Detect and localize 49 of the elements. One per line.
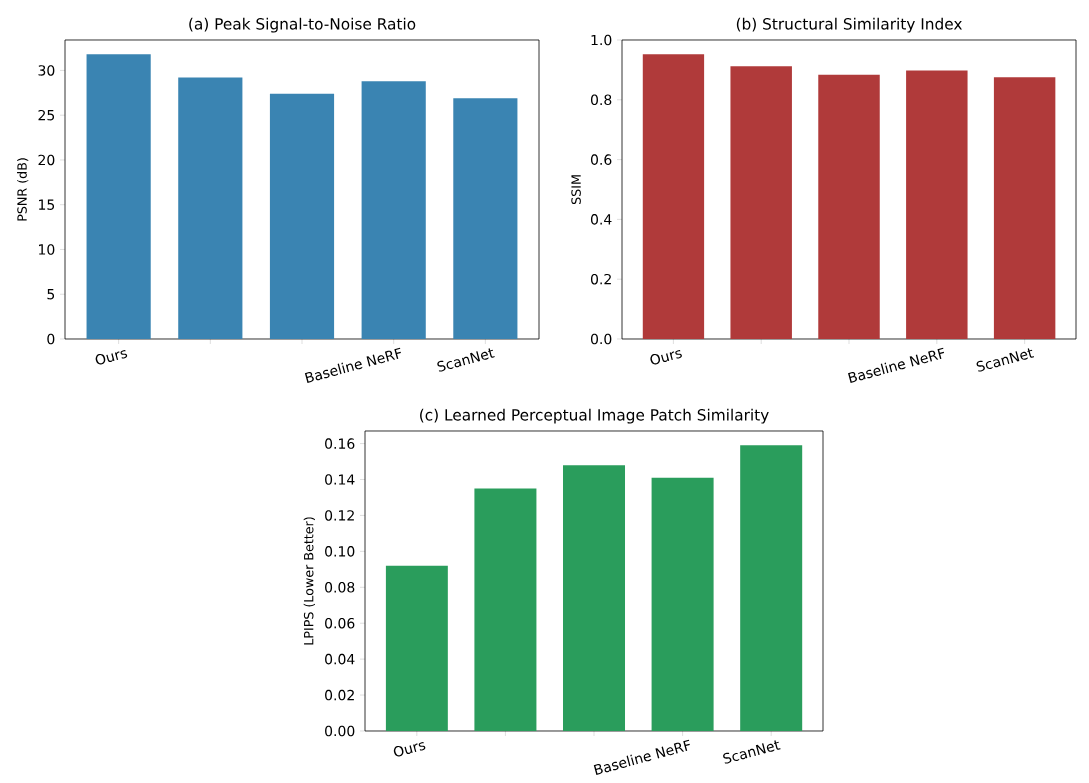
y-axis-title: LPIPS (Lower Better) (303, 517, 315, 645)
bar (178, 77, 243, 339)
y-tick-label: 0.02 (325, 689, 354, 701)
y-tick-label: 0.12 (325, 510, 354, 521)
bar (86, 54, 151, 339)
bar (993, 77, 1056, 339)
y-tick-label: 0.00 (325, 725, 355, 737)
x-tick-label: Baseline NeRF (304, 347, 401, 383)
y-tick-label: 0.10 (325, 546, 355, 557)
y-tick-label: 15 (39, 199, 55, 210)
x-tick-label: Ours (650, 350, 682, 365)
y-tick-label: 0.08 (325, 581, 355, 593)
y-tick-label: 0.14 (325, 474, 355, 485)
bar (563, 465, 626, 731)
bar (474, 488, 537, 731)
y-tick-label: 30 (38, 65, 55, 76)
chart-title: (c) Learned Perceptual Image Patch Similarity (420, 408, 769, 424)
bar (642, 54, 705, 339)
bar (906, 70, 968, 339)
y-axis-title: PSNR (dB) (17, 158, 29, 221)
y-tick-label: 0.4 (590, 214, 612, 225)
y-tick-label: 20 (38, 154, 55, 166)
y-tick-label: 0.0 (590, 333, 612, 345)
y-tick-label: 0.06 (325, 617, 355, 629)
y-tick-label: 5 (47, 289, 55, 300)
bar (453, 98, 518, 339)
x-tick-label: Ours (393, 742, 426, 757)
y-tick-label: 25 (38, 109, 55, 121)
y-tick-label: 0.04 (325, 653, 355, 665)
y-tick-label: 10 (39, 244, 55, 255)
x-tick-label: Baseline NeRF (848, 347, 945, 383)
bar (361, 81, 426, 339)
x-tick-label: Ours (95, 350, 128, 365)
y-tick-label: 0.6 (590, 154, 612, 165)
y-tick-label: 0 (47, 333, 55, 345)
bar (730, 66, 792, 339)
y-tick-label: 0.8 (590, 94, 612, 106)
y-tick-label: 0.2 (590, 273, 611, 285)
chart-title: (b) Structural Similarity Index (736, 17, 963, 33)
bar (740, 445, 803, 731)
y-tick-label: 1.0 (591, 34, 612, 46)
y-axis-title: SSIM (571, 175, 581, 205)
bar (818, 74, 880, 339)
bar (385, 565, 448, 731)
y-tick-label: 0.16 (325, 438, 355, 449)
chart-title: (a) Peak Signal-to-Noise Ratio (189, 17, 416, 33)
bar (651, 477, 714, 731)
bar (269, 93, 335, 339)
x-tick-label: Baseline NeRF (593, 739, 690, 775)
